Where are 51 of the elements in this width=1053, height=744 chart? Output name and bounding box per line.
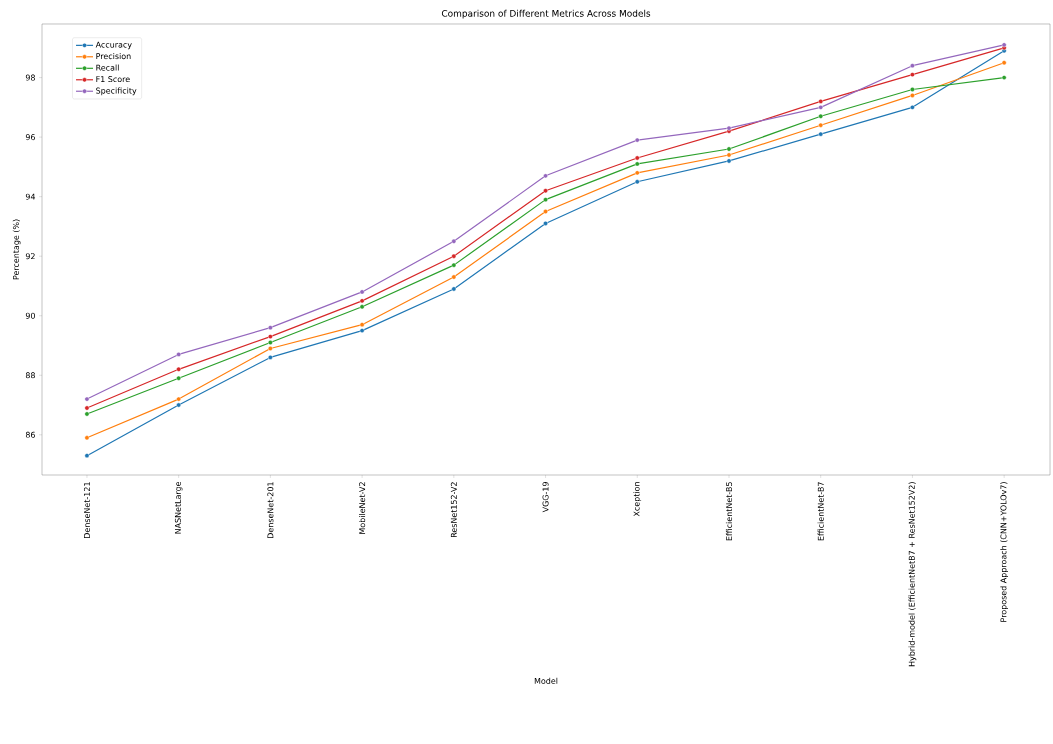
point <box>84 396 90 402</box>
point <box>726 152 732 158</box>
point <box>451 274 457 280</box>
point <box>267 340 273 345</box>
point <box>909 72 915 78</box>
point <box>726 146 732 152</box>
point <box>451 286 457 292</box>
point <box>543 197 548 203</box>
point <box>267 354 273 360</box>
point <box>634 155 640 161</box>
point <box>909 104 915 110</box>
point <box>359 304 365 310</box>
point <box>909 87 915 92</box>
point <box>1001 60 1007 66</box>
point <box>84 435 90 441</box>
point <box>543 173 548 179</box>
point <box>451 238 457 244</box>
point <box>451 253 457 259</box>
point <box>84 411 90 417</box>
point <box>451 262 457 268</box>
point <box>176 402 182 408</box>
point <box>818 104 824 110</box>
point <box>818 122 824 128</box>
chart-title: Comparison of Different Metrics Across Models <box>441 9 651 19</box>
point <box>267 325 273 331</box>
point <box>909 63 915 69</box>
point <box>84 453 90 459</box>
point <box>634 161 640 167</box>
point <box>359 298 365 304</box>
point <box>84 405 90 411</box>
point <box>818 98 824 104</box>
point <box>543 188 548 194</box>
point <box>909 93 915 98</box>
point <box>359 322 365 328</box>
point <box>543 221 548 226</box>
point <box>634 179 640 185</box>
point <box>818 113 824 119</box>
point <box>267 334 273 340</box>
point <box>1001 75 1007 81</box>
point <box>359 289 365 295</box>
point <box>267 346 273 351</box>
point <box>634 137 640 143</box>
point <box>359 328 365 334</box>
point <box>818 131 824 137</box>
point <box>176 351 182 357</box>
point <box>726 158 732 164</box>
point <box>543 209 548 214</box>
point <box>634 170 640 176</box>
point <box>176 396 182 402</box>
point <box>176 375 182 381</box>
point <box>176 366 182 372</box>
